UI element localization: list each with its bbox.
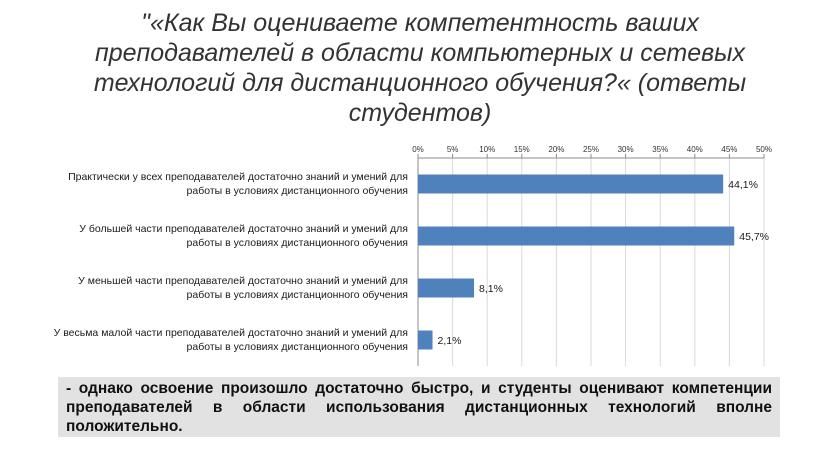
x-tick-label: 30% (618, 145, 634, 154)
bar (418, 226, 735, 246)
x-tick-label: 10% (479, 145, 495, 154)
x-tick-label: 0% (412, 145, 424, 154)
bar (418, 278, 475, 298)
x-tick-label: 45% (721, 145, 737, 154)
data-label: 45,7% (739, 231, 769, 243)
x-tick-label: 25% (583, 145, 599, 154)
x-tick-label: 50% (756, 145, 772, 154)
x-tick-label: 15% (514, 145, 530, 154)
bar (418, 330, 433, 350)
category-label: У меньшей части преподавателей достаточн… (78, 275, 408, 301)
x-tick-label: 40% (687, 145, 703, 154)
category-label: Практически у всех преподавателей достат… (68, 171, 408, 197)
x-tick-label: 20% (548, 145, 564, 154)
bar (418, 174, 724, 194)
x-tick-label: 35% (652, 145, 668, 154)
slide-title: "«Как Вы оцениваете компетентность ваших… (93, 9, 747, 127)
category-label: У большей части преподавателей достаточн… (79, 223, 408, 249)
data-label: 8,1% (479, 283, 503, 295)
conclusion-note: - однако освоение произошло достаточно б… (58, 377, 780, 437)
category-label: У весьма малой части преподавателей дост… (53, 327, 408, 353)
data-label: 2,1% (438, 335, 462, 347)
data-label: 44,1% (728, 179, 758, 191)
x-tick-label: 5% (447, 145, 459, 154)
